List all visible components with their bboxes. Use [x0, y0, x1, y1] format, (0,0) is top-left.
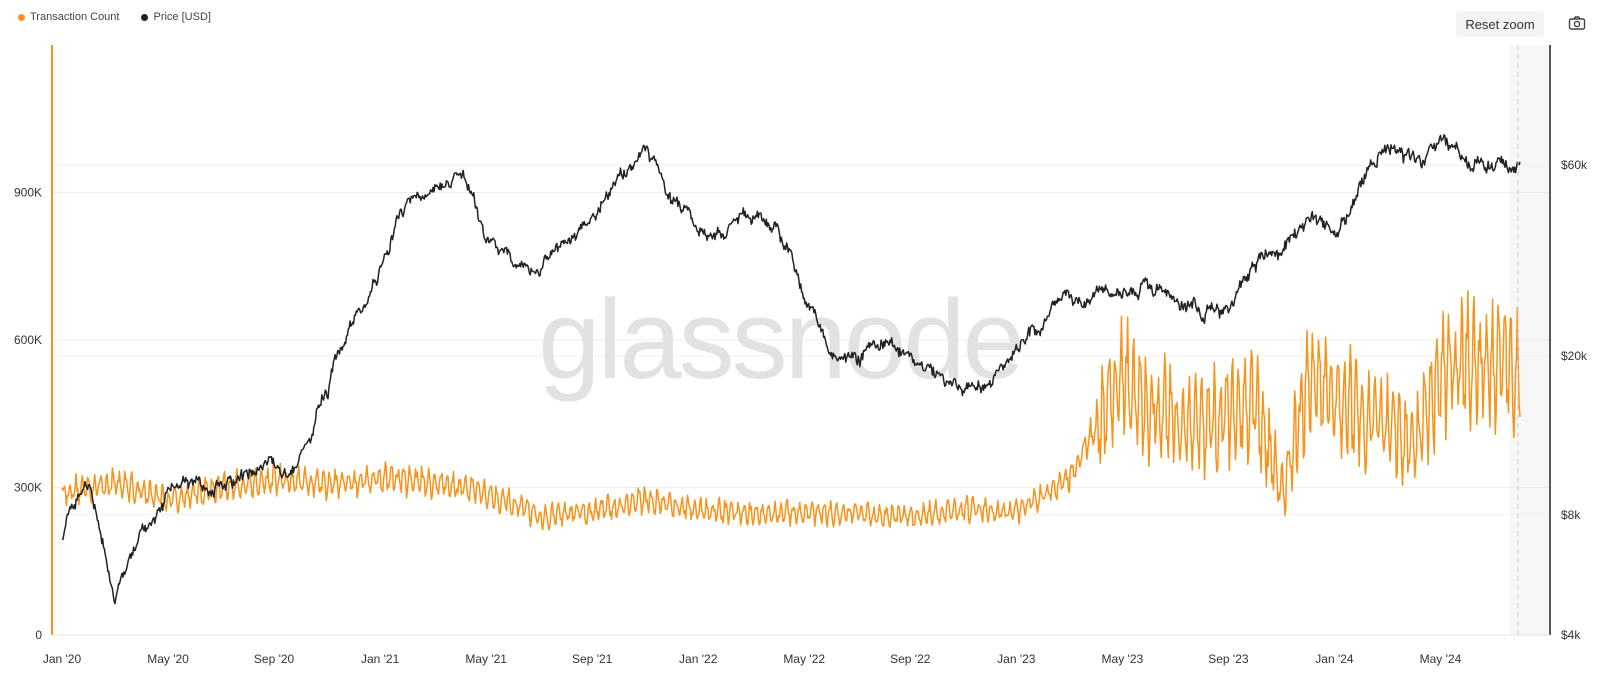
left-axis-tick-label: 900K: [14, 186, 42, 200]
x-axis-tick-label: Sep '23: [1208, 652, 1249, 666]
x-axis-ticks: Jan '20 May '20 Sep '20 Jan '21 May '21 Sep '…: [43, 652, 1462, 666]
x-axis-tick-label: Jan '20: [43, 652, 82, 666]
left-axis-ticks: 0 300K 600K 900K: [14, 186, 42, 643]
x-axis-tick-label: Sep '21: [572, 652, 613, 666]
legend-label-price: Price [USD]: [153, 11, 211, 23]
price-line: [62, 134, 1521, 605]
legend-item-price[interactable]: Price [USD]: [141, 11, 211, 23]
legend-marker-transaction-count: [18, 13, 25, 21]
left-axis-tick-label: 300K: [14, 481, 42, 495]
x-axis-tick-label: Jan '24: [1315, 652, 1354, 666]
x-axis-tick-label: May '20: [147, 652, 189, 666]
x-axis-tick-label: Jan '21: [361, 652, 400, 666]
chart-legend: Transaction Count Price [USD]: [18, 11, 211, 23]
legend-label-transaction-count: Transaction Count: [30, 11, 120, 23]
camera-icon[interactable]: [1568, 15, 1586, 31]
reset-zoom-button[interactable]: Reset zoom: [1456, 11, 1544, 37]
x-axis-tick-label: Sep '22: [890, 652, 931, 666]
x-axis-tick-label: Jan '22: [679, 652, 718, 666]
x-axis-tick-label: May '21: [465, 652, 507, 666]
right-axis-tick-label: $20k: [1561, 349, 1588, 363]
x-axis-tick-label: May '24: [1420, 652, 1462, 666]
legend-marker-price: [141, 13, 149, 21]
right-axis-ticks: $4k $8k $20k $60k: [1561, 158, 1588, 642]
right-axis-tick-label: $4k: [1561, 628, 1581, 642]
x-axis-tick-label: Jan '23: [997, 652, 1036, 666]
transaction-count-series: [61, 290, 1521, 531]
price-series: [62, 134, 1521, 605]
transaction-count-line: [61, 290, 1521, 531]
left-axis-tick-label: 600K: [14, 333, 42, 347]
right-axis-tick-label: $8k: [1561, 508, 1581, 522]
x-axis-tick-label: May '23: [1102, 652, 1144, 666]
x-axis-tick-label: Sep '20: [254, 652, 295, 666]
legend-item-transaction-count[interactable]: Transaction Count: [18, 11, 119, 23]
right-axis-tick-label: $60k: [1561, 158, 1588, 172]
left-axis-tick-label: 0: [35, 628, 42, 642]
x-axis-tick-label: May '22: [783, 652, 825, 666]
